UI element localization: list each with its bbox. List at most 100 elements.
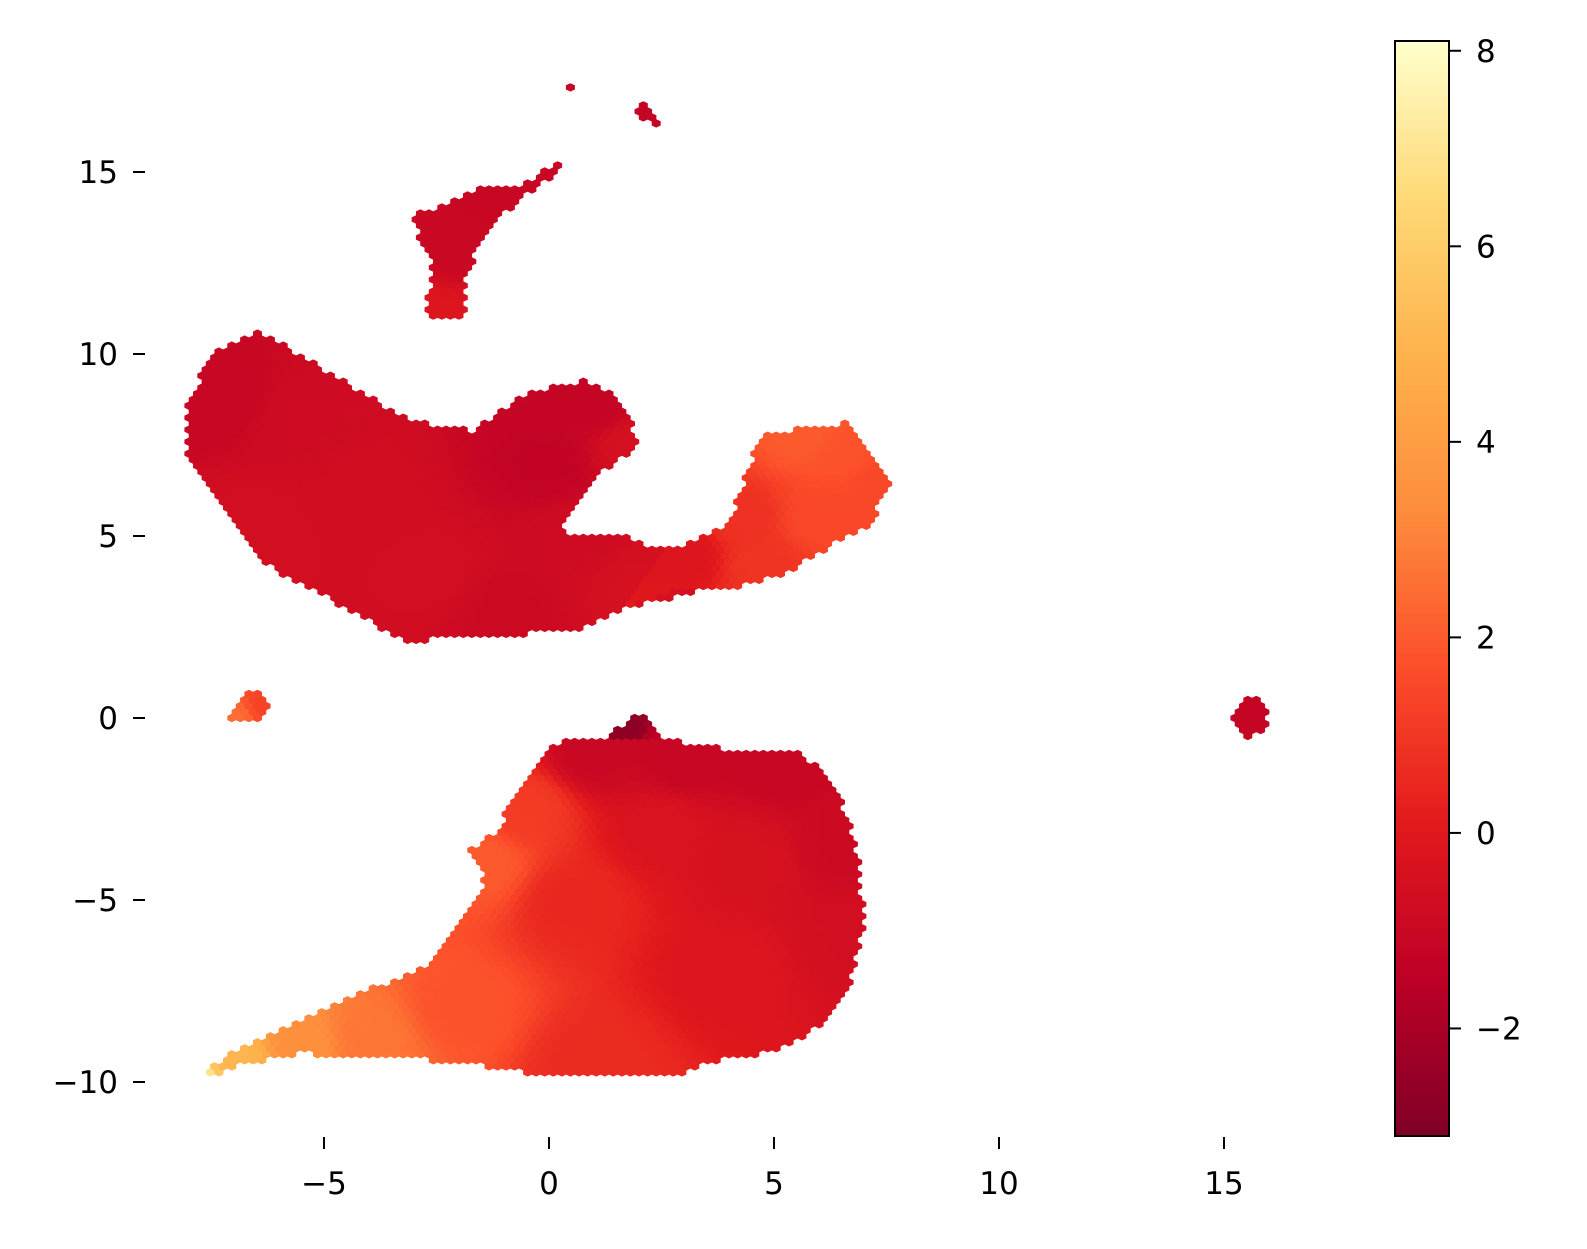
hex-bin xyxy=(818,990,828,999)
hex-bin xyxy=(398,569,408,579)
hex-bin xyxy=(664,593,674,603)
hex-bin xyxy=(733,581,743,591)
hex-bin xyxy=(265,443,275,452)
hex-bin xyxy=(415,449,425,458)
hex-bin xyxy=(218,353,228,362)
hex-bin xyxy=(840,960,850,969)
hex-bin xyxy=(231,455,241,464)
hex-bin xyxy=(317,431,327,440)
hex-bin xyxy=(385,1008,395,1017)
hex-bin xyxy=(257,383,267,392)
hex-bin xyxy=(253,533,262,542)
hex-bin xyxy=(544,173,554,182)
hex-bin xyxy=(788,984,798,993)
hex-bin xyxy=(270,413,280,422)
hex-bin xyxy=(793,882,803,891)
hex-bin xyxy=(261,1038,271,1047)
hex-bin xyxy=(351,455,361,464)
hex-bin xyxy=(750,882,760,891)
hex-bin xyxy=(398,449,408,458)
hex-bin xyxy=(343,1044,352,1053)
hex-bin xyxy=(274,431,284,440)
hex-bin xyxy=(750,894,760,903)
hex-bin xyxy=(510,617,520,627)
hex-bin xyxy=(831,467,841,476)
hex-bin xyxy=(364,449,374,458)
hex-bin xyxy=(570,413,580,422)
hex-bin xyxy=(561,413,571,422)
hex-bin xyxy=(523,972,533,981)
hex-bin xyxy=(330,437,340,446)
hex-bin xyxy=(351,1044,361,1053)
hex-bin xyxy=(733,906,743,915)
hex-bin xyxy=(420,215,430,224)
hex-bin xyxy=(540,539,550,548)
hex-bin xyxy=(767,966,777,975)
hex-bin xyxy=(724,569,734,579)
hex-bin xyxy=(681,954,691,963)
hex-bin xyxy=(377,1032,387,1041)
hex-bin xyxy=(716,954,725,963)
hex-bin xyxy=(403,972,412,981)
hex-bin xyxy=(716,966,725,975)
hex-bin xyxy=(450,942,460,951)
hex-bin xyxy=(651,1032,661,1041)
hex-bin xyxy=(493,978,503,987)
hex-bin xyxy=(227,437,237,446)
hex-bin xyxy=(261,473,271,482)
hex-bin xyxy=(741,990,751,999)
hex-bin xyxy=(784,906,794,915)
hex-bin xyxy=(458,581,468,591)
hex-bin xyxy=(651,1056,661,1065)
hex-bin xyxy=(784,918,794,927)
hex-bin xyxy=(518,461,528,470)
hex-bin xyxy=(493,1002,503,1011)
hex-bin xyxy=(428,263,438,272)
hex-bin xyxy=(776,990,785,999)
hex-bin xyxy=(741,569,751,579)
hex-bin xyxy=(231,383,241,392)
hex-bin xyxy=(686,924,695,933)
hex-bin xyxy=(625,563,635,573)
hex-bin xyxy=(737,1020,747,1029)
hex-bin xyxy=(287,377,297,386)
hex-bin xyxy=(514,1044,524,1053)
hex-bin xyxy=(527,605,537,615)
hex-bin xyxy=(407,605,417,615)
hex-bin xyxy=(343,407,352,416)
hex-bin xyxy=(308,515,318,524)
hex-bin xyxy=(694,960,704,969)
hex-bin xyxy=(831,479,841,488)
hex-bin xyxy=(407,1002,417,1011)
hex-bin xyxy=(420,984,430,993)
hex-bin xyxy=(548,539,558,548)
hex-bin xyxy=(321,1014,331,1023)
hex-bin xyxy=(784,1014,794,1023)
hex-bin xyxy=(531,563,541,573)
hex-bin xyxy=(831,527,841,536)
hex-bin xyxy=(746,1032,755,1041)
hex-bin xyxy=(643,996,653,1005)
hex-bin xyxy=(716,581,725,591)
hex-bin xyxy=(248,419,258,428)
hex-bin xyxy=(377,563,387,573)
hex-bin xyxy=(278,1050,288,1059)
hex-bin xyxy=(604,1062,614,1071)
hex-bin xyxy=(214,479,224,488)
hex-bin xyxy=(574,924,584,933)
cluster-small-triangle xyxy=(608,713,661,741)
hex-bin xyxy=(390,425,400,434)
hex-bin xyxy=(557,1068,567,1077)
hex-bin xyxy=(467,954,477,963)
hex-bin xyxy=(505,467,515,476)
hex-bin xyxy=(377,407,387,416)
hex-bin xyxy=(501,990,511,999)
hex-bin xyxy=(527,1038,537,1047)
hex-bin xyxy=(574,407,584,416)
hex-bin xyxy=(501,1038,511,1047)
hex-bin xyxy=(707,533,717,542)
hex-bin xyxy=(660,960,670,969)
hex-bin xyxy=(493,485,503,494)
hex-bin xyxy=(866,479,875,488)
hex-bin xyxy=(488,599,498,609)
